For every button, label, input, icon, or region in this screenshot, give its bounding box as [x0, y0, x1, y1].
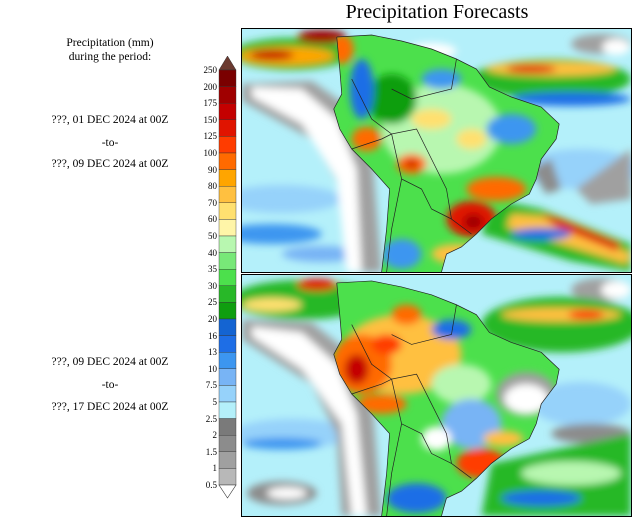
colorbar-segment [218, 435, 237, 453]
colorbar-tick-label: 40 [208, 247, 217, 258]
colorbar-tick-label: 5 [212, 397, 218, 407]
colorbar-tick-label: 10 [208, 363, 217, 374]
colorbar-under-arrow [218, 484, 237, 499]
colorbar-segment [218, 86, 237, 104]
colorbar-tick-label: 1.5 [205, 446, 217, 457]
period-1-end: ???, 09 DEC 2024 at 00Z [51, 158, 169, 170]
colorbar-segment [218, 385, 237, 403]
map-panel-period-2 [241, 274, 632, 517]
period-2-start: ???, 09 DEC 2024 at 00Z [51, 356, 169, 368]
precipitation-map-1 [242, 29, 631, 272]
colorbar-segment [218, 169, 237, 187]
colorbar-tick-label: 200 [203, 81, 218, 92]
colorbar-tick-label: 16 [208, 330, 217, 341]
colorbar-segment [218, 103, 237, 121]
colorbar-tick-label: 100 [203, 148, 218, 158]
period-1-start: ???, 01 DEC 2024 at 00Z [51, 114, 169, 126]
colorbar-segment [218, 285, 237, 303]
colorbar-segment [218, 418, 237, 436]
colorbar-segment [218, 302, 237, 320]
colorbar-segment [218, 368, 237, 386]
coastline-borders [333, 34, 560, 272]
page-title: Precipitation Forecasts [345, 1, 529, 23]
colorbar-segment [218, 401, 237, 419]
colorbar-tick-label: 125 [203, 131, 218, 142]
colorbar-segment [218, 318, 237, 336]
period-2-separator: -to- [101, 379, 119, 391]
colorbar-segment [218, 235, 237, 253]
colorbar-segment [218, 185, 237, 203]
colorbar-segment [218, 451, 237, 469]
colorbar-tick-label: 13 [208, 347, 217, 358]
colorbar-tick-label: 90 [208, 164, 217, 175]
colorbar-tick-label: 50 [208, 231, 217, 241]
colorbar-segment [218, 202, 237, 220]
colorbar-tick-label: 1 [212, 463, 218, 474]
colorbar-tick-label: 250 [203, 65, 218, 75]
colorbar-segment [218, 252, 237, 270]
precipitation-map-2 [242, 275, 631, 516]
coastline-borders [333, 280, 560, 516]
map-panel-period-1 [241, 28, 632, 273]
colorbar-tick-label: 7.5 [205, 380, 217, 391]
colorbar-tick-label: 25 [208, 297, 217, 308]
colorbar [218, 55, 237, 499]
colorbar-tick-label: 60 [208, 214, 217, 225]
colorbar-tick-label: 70 [208, 197, 217, 208]
period-2-end: ???, 17 DEC 2024 at 00Z [51, 401, 169, 413]
period-1-separator: -to- [101, 137, 119, 149]
colorbar-segment [218, 152, 237, 170]
colorbar-segment [218, 335, 237, 353]
colorbar-tick-label: 150 [203, 114, 218, 125]
colorbar-tick-label: 2.5 [205, 413, 217, 424]
colorbar-segment [218, 219, 237, 237]
legend-heading: Precipitation (mm) during the period: [20, 36, 200, 64]
colorbar-tick-label: 0.5 [205, 480, 217, 490]
colorbar-tick-label: 20 [208, 314, 217, 324]
colorbar-segment [218, 352, 237, 370]
colorbar-tick-label: 80 [208, 181, 217, 192]
colorbar-tick-label: 35 [208, 264, 217, 275]
colorbar-segment [218, 468, 237, 486]
colorbar-segment [218, 268, 237, 286]
colorbar-tick-label: 30 [208, 280, 217, 291]
legend-heading-line1: Precipitation (mm) [66, 37, 154, 49]
colorbar-over-arrow [218, 55, 237, 71]
colorbar-tick-label: 175 [203, 98, 218, 109]
colorbar-segment [218, 136, 237, 154]
legend-heading-line2: during the period: [68, 51, 152, 63]
colorbar-legend: 250 200 175 150 125 100 90 80 70 60 50 40 35 30 25 20 16… [200, 54, 240, 500]
colorbar-segment [218, 69, 237, 87]
colorbar-segment [218, 119, 237, 137]
colorbar-tick-label: 2 [212, 430, 218, 441]
